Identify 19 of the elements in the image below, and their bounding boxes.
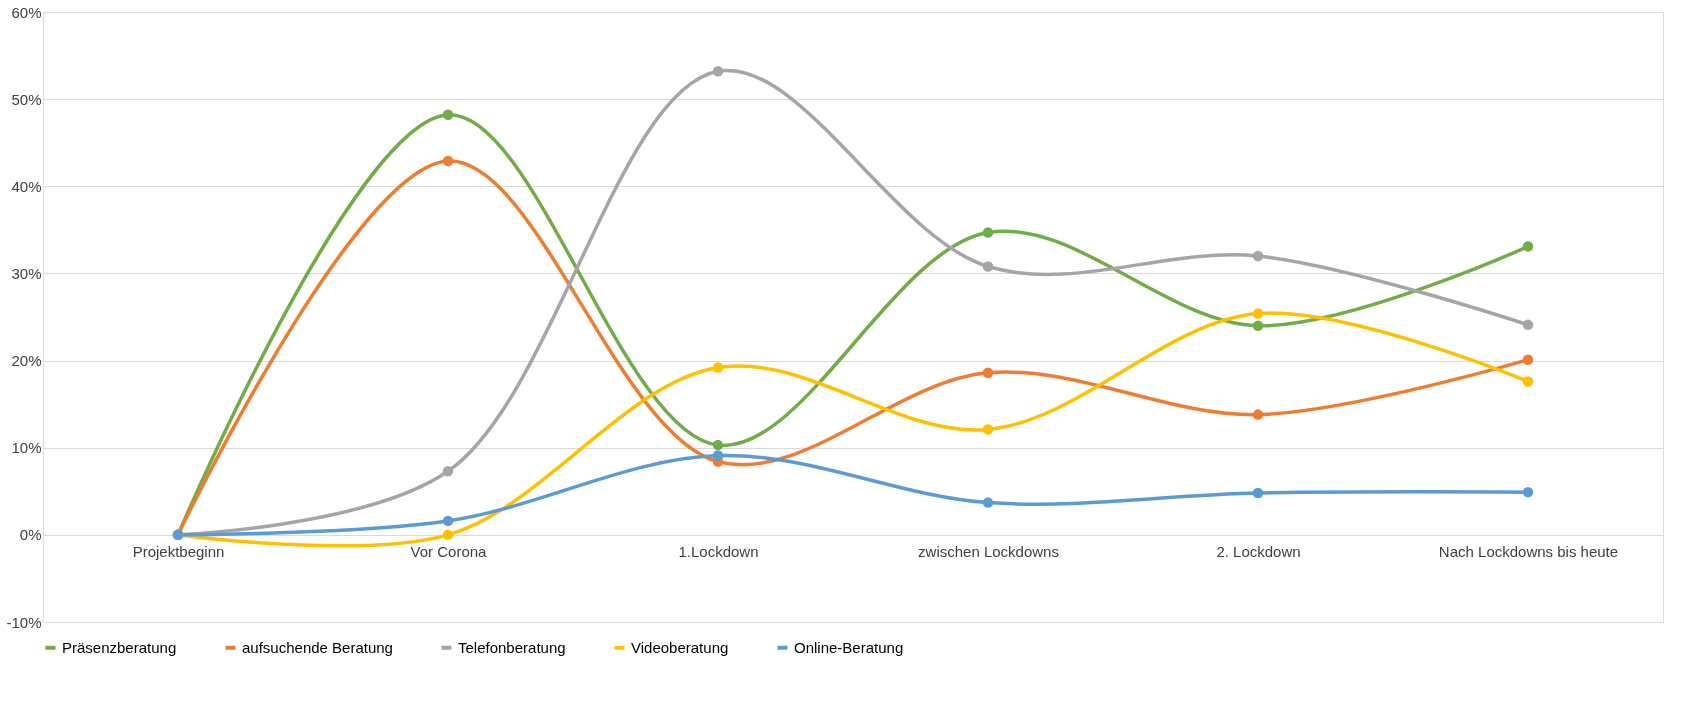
legend-label: Telefonberatung [458,638,566,656]
legend-label: Videoberatung [631,638,729,656]
y-tick-label: 0% [19,526,42,544]
x-tick-label: 1.Lockdown [678,543,759,561]
x-tick-label: Nach Lockdowns bis heute [1438,543,1619,561]
y-tick-label: 10% [11,439,42,457]
x-tick-label: Projektbeginn [132,543,225,561]
x-tick-label: Vor Corona [410,543,488,561]
y-tick-label: 30% [11,264,42,282]
legend-label: Präsenzberatung [62,638,177,656]
y-tick-label: 40% [11,177,42,195]
x-tick-label: zwischen Lockdowns [918,543,1059,561]
y-tick-label: -10% [6,613,42,631]
legend-label: Online-Beratung [794,638,904,656]
legend-label: aufsuchende Beratung [242,638,393,656]
x-tick-label: 2. Lockdown [1216,543,1301,561]
y-tick-label: 50% [11,90,42,108]
y-tick-label: 20% [11,352,42,370]
y-tick-label: 60% [11,3,42,21]
